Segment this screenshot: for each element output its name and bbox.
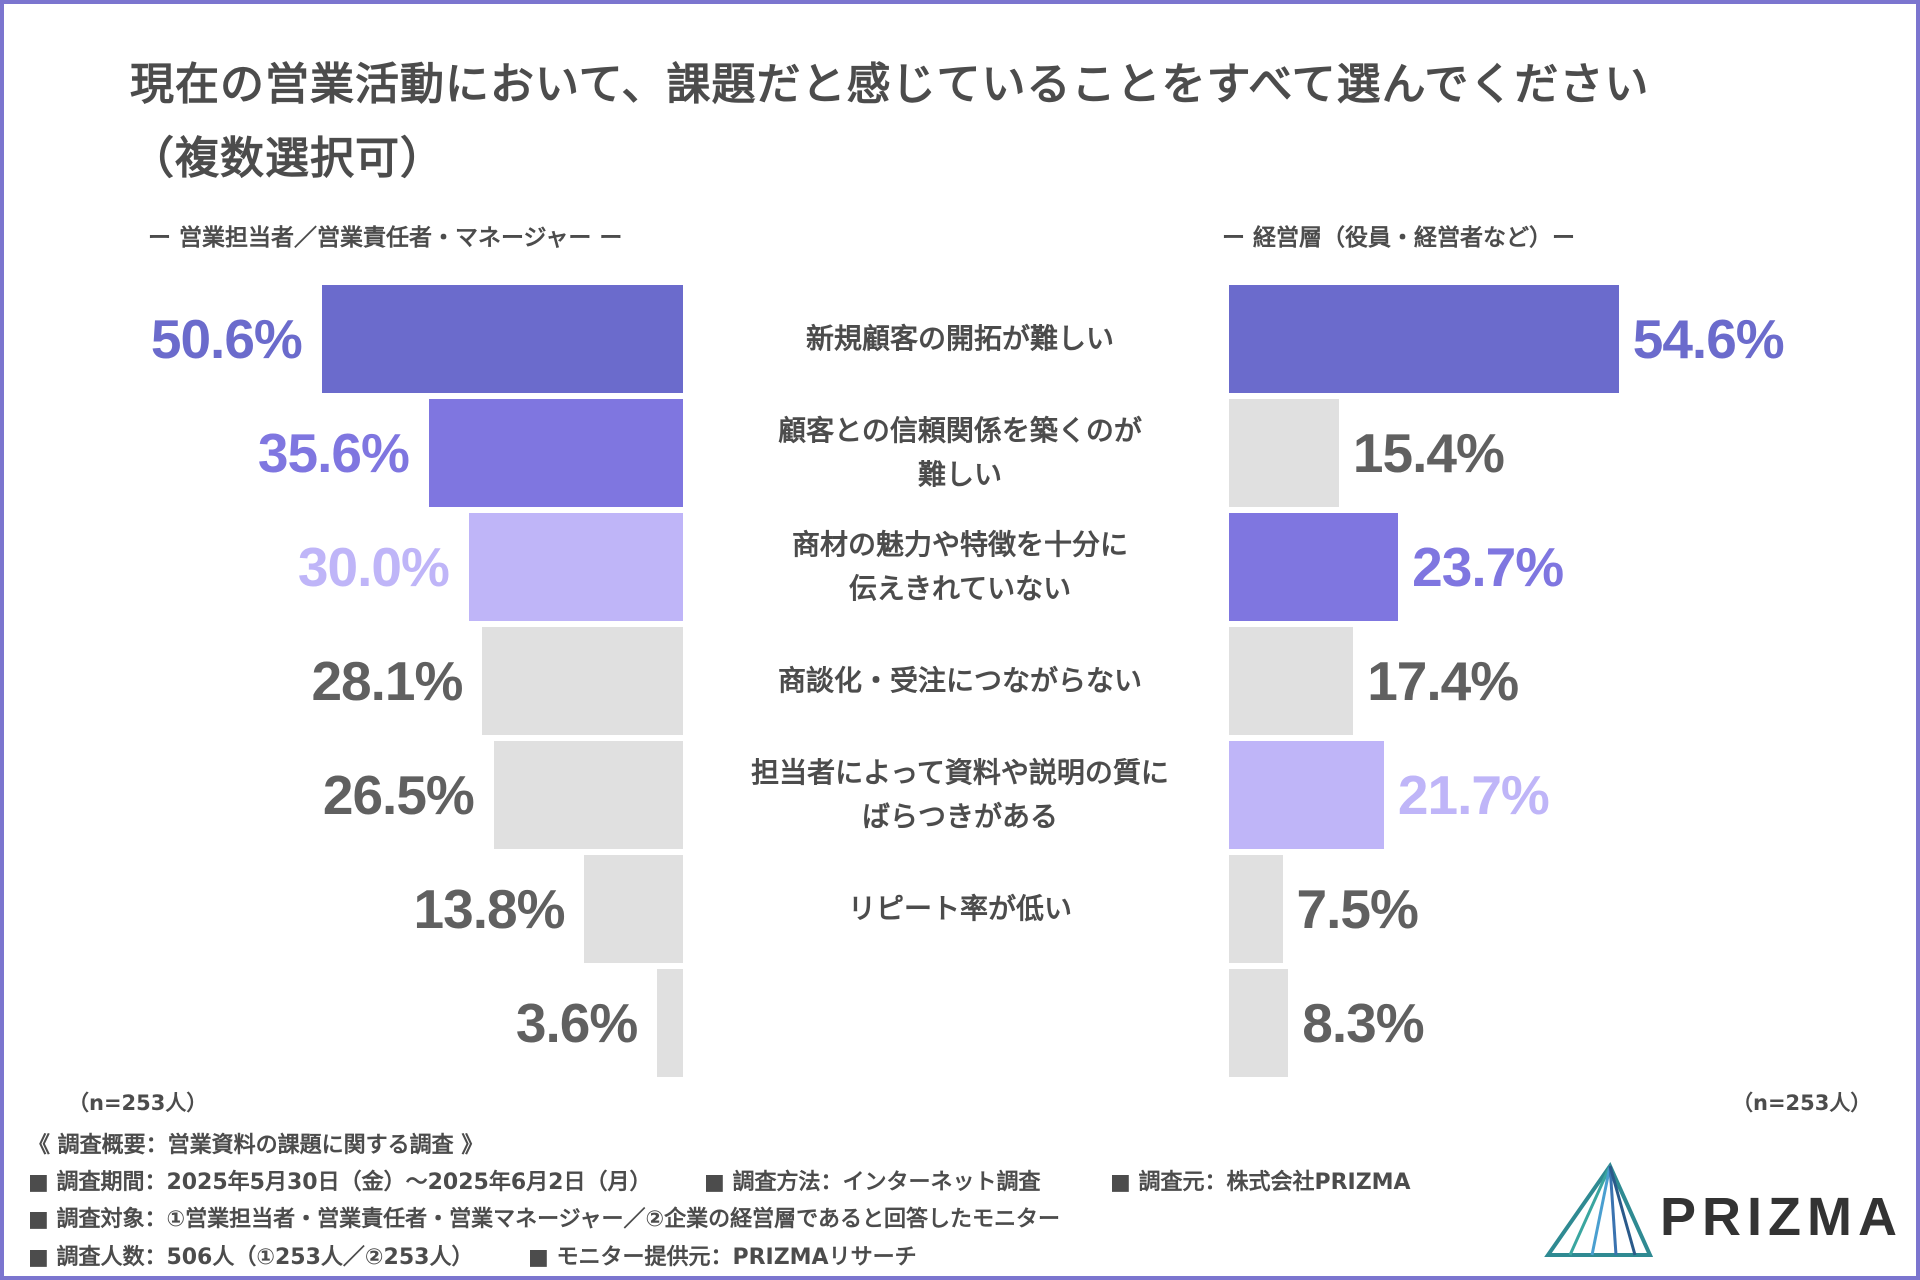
left-value-label: 13.8% <box>413 878 566 940</box>
category-label: 商談化・受注につながらない <box>700 659 1220 703</box>
category-label-line: 難しい <box>917 458 1002 491</box>
survey-method: ■ 調査方法：インターネット調査 <box>704 1170 1041 1195</box>
right-sample-size: （n=253人） <box>1732 1091 1872 1115</box>
category-label-line: ばらつきがある <box>861 800 1058 833</box>
left-bar <box>493 741 683 849</box>
left-bar <box>428 399 683 507</box>
right-bar <box>1229 855 1283 963</box>
title-line1: 現在の営業活動において、課題だと感じていることをすべて選んでください <box>130 59 1650 110</box>
right-value-label: 17.4% <box>1367 650 1519 712</box>
left-value-label: 35.6% <box>257 422 410 484</box>
survey-line-3: ■ 調査人数：506人（①253人／②253人） ■ モニター提供元：PRIZM… <box>28 1239 1528 1270</box>
left-bar <box>657 969 683 1077</box>
right-bar <box>1229 627 1354 735</box>
right-bar <box>1229 513 1399 621</box>
survey-target: ■ 調査対象：①営業担当者・営業責任者・営業マネージャー／②企業の経営層であると… <box>28 1207 1060 1232</box>
left-group-label: ー 営業担当者／営業責任者・マネージャー ー <box>148 225 623 251</box>
category-label: 担当者によって資料や説明の質に ばらつきがある <box>700 751 1220 839</box>
category-label-line: 商材の魅力や特徴を十分に <box>791 528 1128 561</box>
category-label-line: リピート率が低い <box>847 892 1072 925</box>
left-bar <box>468 513 683 621</box>
survey-heading: 《 調査概要：営業資料の課題に関する調査 》 <box>28 1133 484 1158</box>
prizma-logo-icon <box>1544 1161 1654 1257</box>
right-value-label: 21.7% <box>1397 764 1550 826</box>
category-label-line: 商談化・受注につながらない <box>777 664 1142 697</box>
survey-count: ■ 調査人数：506人（①253人／②253人） <box>28 1245 474 1270</box>
title-line2: （複数選択可） <box>130 133 445 185</box>
left-bar <box>584 855 683 963</box>
category-label-line: 新規顧客の開拓が難しい <box>805 322 1114 355</box>
left-value-label: 30.0% <box>297 536 450 598</box>
category-label-line: 担当者によって資料や説明の質に <box>751 756 1169 789</box>
right-value-label: 8.3% <box>1302 992 1424 1054</box>
category-label: 新規顧客の開拓が難しい <box>700 317 1220 361</box>
right-bar <box>1229 399 1339 507</box>
survey-provider: ■ モニター提供元：PRIZMAリサーチ <box>528 1245 917 1270</box>
category-label-line: 伝えきれていない <box>848 572 1072 605</box>
survey-organizer: ■ 調査元：株式会社PRIZMA <box>1110 1170 1411 1195</box>
right-value-label: 7.5% <box>1296 878 1419 940</box>
right-group-label: ー 経営層（役員・経営者など）ー <box>1222 225 1576 251</box>
left-bar <box>482 627 683 735</box>
right-bar <box>1229 969 1289 1077</box>
right-bar <box>1229 741 1384 849</box>
left-value-label: 26.5% <box>322 764 475 826</box>
survey-line-1: ■ 調査期間：2025年5月30日（金）〜2025年6月2日（月） ■ 調査方法… <box>28 1164 1528 1195</box>
left-value-label: 50.6% <box>150 308 303 370</box>
left-value-label: 3.6% <box>515 992 638 1054</box>
left-value-label: 28.1% <box>311 650 463 712</box>
category-label: 商材の魅力や特徴を十分に 伝えきれていない <box>700 523 1220 611</box>
right-bar <box>1229 285 1619 393</box>
left-bar <box>321 285 683 393</box>
left-sample-size: （n=253人） <box>68 1091 208 1115</box>
right-value-label: 23.7% <box>1412 536 1564 598</box>
right-value-label: 15.4% <box>1352 422 1505 484</box>
chart-title: 現在の営業活動において、課題だと感じていることをすべて選んでください （複数選択… <box>130 59 1830 185</box>
category-label: 顧客との信頼関係を築くのが 難しい <box>700 409 1220 497</box>
category-label-line: 顧客との信頼関係を築くのが <box>778 414 1142 447</box>
category-label: リピート率が低い <box>700 887 1220 931</box>
survey-period: ■ 調査期間：2025年5月30日（金）〜2025年6月2日（月） <box>28 1170 652 1195</box>
right-value-label: 54.6% <box>1632 308 1785 370</box>
logo-text: PRIZMA <box>1660 1187 1903 1247</box>
